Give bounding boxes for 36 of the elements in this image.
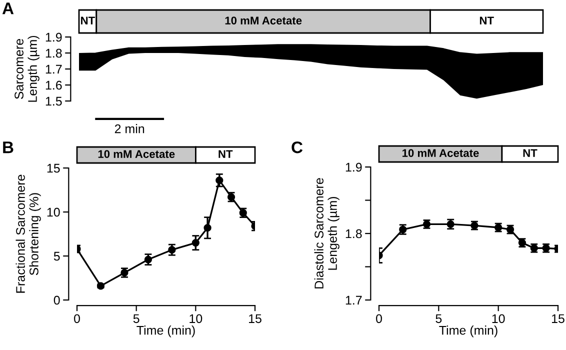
y-tick-label: 1.6: [46, 80, 62, 90]
y-tick-label: 1.8: [46, 48, 62, 58]
x-axis-title: Time (min): [136, 326, 195, 338]
text: NT: [523, 149, 538, 157]
x-tick-label: 10: [190, 314, 202, 324]
y-tick-label: 1.9: [346, 162, 362, 172]
x-tick-label: 0: [74, 314, 80, 324]
y-tick-label: 1.7: [46, 64, 62, 74]
y-tick-label: 5: [54, 252, 60, 261]
x-tick-label: 0: [376, 314, 382, 324]
text: NT: [218, 150, 233, 158]
y-axis-title: Fractional Sarcomere Shortening (%): [16, 174, 41, 293]
y-axis-title: Diastolic Sarcomere Lengeth (µm): [314, 178, 340, 288]
y-tick-label: 1.9: [46, 32, 62, 42]
text: 10 mM Acetate: [402, 149, 479, 157]
text: NT: [81, 16, 95, 24]
text: C: [292, 141, 303, 154]
y-tick-label: 10: [47, 208, 60, 217]
x-tick-label: 15: [249, 314, 262, 324]
text: 10 mM Acetate: [98, 150, 175, 158]
y-tick-label: 0: [54, 296, 60, 305]
y-axis-title: Sarcomere Length (µm): [14, 36, 40, 102]
y-tick-label: 15: [47, 164, 60, 173]
text: B: [3, 142, 14, 154]
text: A: [2, 2, 14, 14]
x-tick-label: 10: [492, 314, 505, 324]
text: 2 min: [114, 124, 144, 134]
y-tick-label: 1.8: [346, 229, 362, 238]
y-tick-label: 1.7: [346, 296, 362, 305]
x-tick-label: 5: [436, 314, 442, 324]
x-tick-label: 15: [552, 314, 564, 324]
y-tick-label: 1.5: [46, 96, 62, 106]
x-axis-title: Time (min): [439, 326, 498, 338]
text: NT: [480, 16, 494, 24]
text: 10 mM Acetate: [225, 16, 302, 24]
x-tick-label: 5: [133, 314, 140, 324]
